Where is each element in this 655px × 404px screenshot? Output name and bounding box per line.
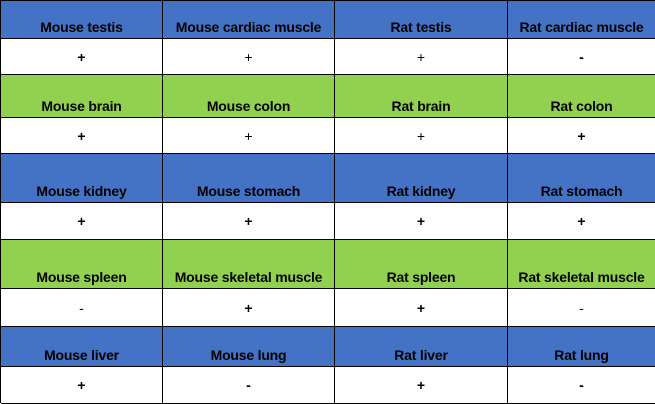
table-value-cell: + — [163, 289, 335, 327]
table-header-cell: Rat spleen — [335, 240, 508, 289]
table-value-cell: + — [163, 39, 335, 75]
table-value-cell: + — [163, 203, 335, 240]
table-value-cell: + — [508, 203, 655, 240]
table-value-cell: + — [335, 203, 508, 240]
table-header-cell: Mouse testis — [1, 1, 163, 39]
table-header-cell: Mouse brain — [1, 75, 163, 118]
table-value-cell: + — [1, 39, 163, 75]
table-header-cell: Mouse lung — [163, 327, 335, 367]
table-value-cell: + — [1, 203, 163, 240]
table-header-cell: Rat brain — [335, 75, 508, 118]
table-value-cell: + — [1, 118, 163, 154]
table-value-cell: + — [335, 289, 508, 327]
table-value-cell: + — [1, 367, 163, 404]
table-header-cell: Rat liver — [335, 327, 508, 367]
table-header-cell: Mouse liver — [1, 327, 163, 367]
table-value-cell: + — [508, 118, 655, 154]
table-header-cell: Mouse skeletal muscle — [163, 240, 335, 289]
table-value-cell: + — [335, 39, 508, 75]
table-header-cell: Rat cardiac muscle — [508, 1, 655, 39]
table-header-cell: Mouse cardiac muscle — [163, 1, 335, 39]
table-header-cell: Mouse spleen — [1, 240, 163, 289]
table-header-cell: Rat lung — [508, 327, 655, 367]
table-header-cell: Rat testis — [335, 1, 508, 39]
table-header-cell: Rat skeletal muscle — [508, 240, 655, 289]
table-header-cell: Rat kidney — [335, 154, 508, 203]
table-value-cell: - — [1, 289, 163, 327]
table-value-cell: + — [163, 118, 335, 154]
table-header-cell: Mouse colon — [163, 75, 335, 118]
table-header-cell: Mouse kidney — [1, 154, 163, 203]
table-value-cell: + — [335, 367, 508, 404]
table-value-cell: - — [508, 39, 655, 75]
table-value-cell: - — [163, 367, 335, 404]
table-value-cell: - — [508, 289, 655, 327]
table-value-cell: + — [335, 118, 508, 154]
table-header-cell: Mouse stomach — [163, 154, 335, 203]
table-header-cell: Rat stomach — [508, 154, 655, 203]
table-value-cell: - — [508, 367, 655, 404]
table-header-cell: Rat colon — [508, 75, 655, 118]
